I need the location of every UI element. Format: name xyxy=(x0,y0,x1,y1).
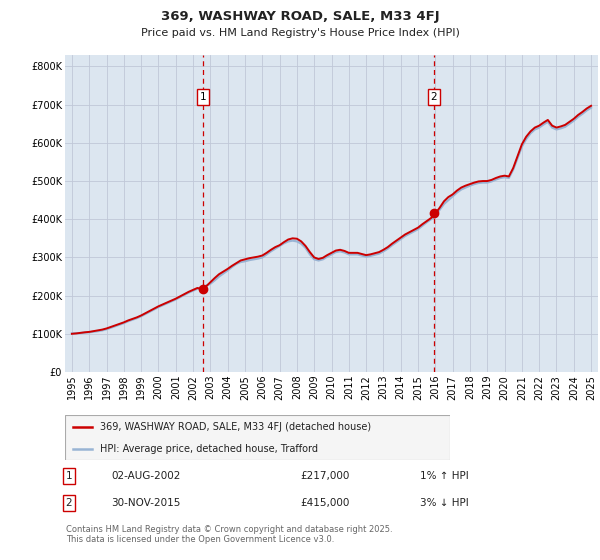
Text: £217,000: £217,000 xyxy=(300,471,349,481)
Text: Price paid vs. HM Land Registry's House Price Index (HPI): Price paid vs. HM Land Registry's House … xyxy=(140,28,460,38)
Text: Contains HM Land Registry data © Crown copyright and database right 2025.
This d: Contains HM Land Registry data © Crown c… xyxy=(66,525,392,544)
Text: 3% ↓ HPI: 3% ↓ HPI xyxy=(420,498,469,508)
Text: 1: 1 xyxy=(200,92,206,102)
Text: 30-NOV-2015: 30-NOV-2015 xyxy=(111,498,181,508)
Text: HPI: Average price, detached house, Trafford: HPI: Average price, detached house, Traf… xyxy=(100,444,317,454)
Text: 1: 1 xyxy=(65,471,73,481)
Text: 2: 2 xyxy=(431,92,437,102)
Text: 1% ↑ HPI: 1% ↑ HPI xyxy=(420,471,469,481)
Text: 02-AUG-2002: 02-AUG-2002 xyxy=(111,471,181,481)
Text: £415,000: £415,000 xyxy=(300,498,349,508)
Text: 369, WASHWAY ROAD, SALE, M33 4FJ: 369, WASHWAY ROAD, SALE, M33 4FJ xyxy=(161,10,439,23)
Text: 369, WASHWAY ROAD, SALE, M33 4FJ (detached house): 369, WASHWAY ROAD, SALE, M33 4FJ (detach… xyxy=(100,422,371,432)
Text: 2: 2 xyxy=(65,498,73,508)
